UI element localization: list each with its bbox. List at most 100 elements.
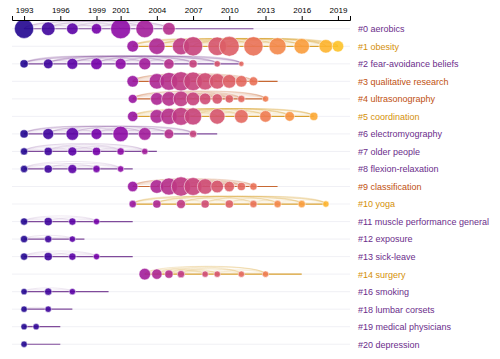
bubble: [44, 165, 52, 173]
bubble: [115, 58, 126, 69]
x-tick: 2019: [330, 6, 348, 20]
bubble: [235, 110, 249, 124]
x-tick-mark: [338, 16, 339, 20]
row-tick: #14 surgery: [356, 270, 406, 280]
bubble: [260, 111, 272, 123]
row-tick: #8 flexion-relaxation: [356, 164, 439, 174]
row-label: #19 medical physicians: [358, 322, 452, 332]
row-label: #4 ultrasonography: [358, 94, 436, 104]
bubble: [117, 166, 123, 172]
arc: [253, 198, 325, 204]
bubble: [91, 58, 103, 70]
bubble: [45, 306, 51, 312]
row-tick: #4 ultrasonography: [356, 94, 436, 104]
bubble: [285, 112, 295, 122]
bubble: [21, 306, 27, 312]
bubble: [152, 269, 162, 279]
bubble: [44, 147, 52, 155]
row-label: #9 classification: [358, 182, 422, 192]
bubble: [214, 61, 220, 67]
bubble: [244, 37, 263, 56]
row-label: #5 coordination: [358, 112, 420, 122]
row-tick: #13 sick-leave: [356, 252, 416, 262]
bubble: [225, 95, 233, 103]
row-tick: #19 medical physicians: [356, 322, 452, 332]
bubble: [138, 128, 151, 141]
row-tick: #9 classification: [356, 182, 422, 192]
bubble: [21, 288, 27, 294]
row-label: #10 yoga: [358, 199, 395, 209]
bubble: [68, 147, 77, 156]
x-tick-label: 1993: [16, 6, 34, 15]
bubble: [136, 20, 154, 38]
bubble: [69, 288, 75, 294]
x-tick-label: 1996: [52, 6, 70, 15]
bubble: [323, 201, 329, 207]
arc: [121, 128, 193, 134]
bubble: [153, 200, 161, 208]
arcs: [24, 21, 338, 327]
grid-line: [12, 256, 350, 257]
x-tick-label: 2016: [293, 6, 311, 15]
bubble: [225, 200, 233, 208]
bubble: [262, 271, 268, 277]
x-tick-label: 2007: [185, 6, 203, 15]
arc: [24, 251, 96, 257]
bubble: [164, 59, 174, 69]
x-tick-label: 2001: [112, 6, 130, 15]
grid-line: [12, 309, 350, 310]
bubble: [211, 180, 224, 193]
bubble: [274, 200, 281, 207]
bubble: [189, 60, 197, 68]
bubble: [20, 130, 28, 138]
bubble: [197, 179, 212, 194]
row-label: #14 surgery: [358, 270, 406, 280]
bubble: [93, 253, 99, 259]
grid-line: [12, 326, 350, 327]
bubble: [14, 20, 33, 38]
arc: [24, 56, 241, 64]
bubble: [20, 148, 27, 155]
chart-svg: 1993199619992001200420072010201320162019…: [0, 0, 500, 359]
row-label: #3 qualitative research: [358, 77, 449, 87]
bubble: [20, 218, 27, 225]
bubble: [236, 76, 248, 88]
row-label: #2 fear-avoidance beliefs: [358, 59, 459, 69]
row-tick: #20 depression: [356, 340, 420, 350]
bubble: [202, 271, 208, 277]
x-tick-mark: [193, 16, 194, 20]
row-label: #18 lumbar corsets: [358, 305, 435, 315]
bubble: [91, 24, 101, 34]
bubble: [294, 39, 309, 54]
bubble: [43, 59, 53, 69]
x-tick-label: 2010: [221, 6, 239, 15]
grid-line: [12, 151, 350, 152]
bubble: [129, 200, 136, 207]
row-label: #1 obesity: [358, 42, 400, 52]
bubble: [224, 181, 234, 191]
bubble: [93, 218, 99, 224]
marks: [14, 20, 343, 347]
grid: [12, 29, 350, 344]
bubble: [93, 165, 100, 172]
arc: [97, 23, 169, 29]
bubble: [45, 235, 52, 242]
row-tick: #5 coordination: [356, 112, 420, 122]
x-tick-mark: [266, 16, 267, 20]
arc: [48, 163, 120, 169]
bubble: [111, 20, 131, 39]
x-tick-mark: [24, 16, 25, 20]
grid-line: [12, 239, 350, 240]
bubble: [44, 253, 52, 261]
x-tick-mark: [302, 16, 303, 20]
x-axis: 1993199619992001200420072010201320162019: [13, 6, 351, 21]
span-line: [24, 291, 109, 292]
x-tick-mark: [97, 16, 98, 20]
bubble: [177, 270, 184, 277]
bubble: [92, 147, 100, 155]
x-tick: 2007: [185, 6, 203, 20]
x-axis-line: [13, 16, 351, 21]
x-tick-label: 1999: [88, 6, 106, 15]
row-labels: #0 aerobics#1 obesity#2 fear-avoidance b…: [356, 24, 489, 349]
row-label: #7 older people: [358, 147, 420, 157]
